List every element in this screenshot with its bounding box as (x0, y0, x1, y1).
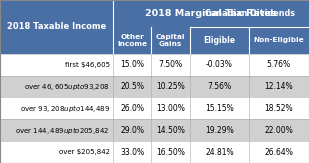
Text: 5.76%: 5.76% (267, 60, 291, 69)
Bar (113, 27, 151, 54)
Text: 24.81%: 24.81% (205, 148, 234, 157)
Text: 26.64%: 26.64% (265, 148, 293, 157)
Text: 12.14%: 12.14% (265, 82, 293, 91)
Text: first $46,605: first $46,605 (65, 62, 110, 68)
Text: Non-Eligible: Non-Eligible (254, 37, 304, 43)
Bar (0, 54, 309, 76)
Text: 26.0%: 26.0% (120, 104, 144, 113)
Text: over $144,489 up to $205,842: over $144,489 up to $205,842 (15, 125, 110, 136)
Text: Other
Income: Other Income (117, 34, 147, 47)
Text: 29.0%: 29.0% (120, 126, 144, 135)
Text: 19.29%: 19.29% (205, 126, 234, 135)
Text: 14.50%: 14.50% (156, 126, 185, 135)
Text: 16.50%: 16.50% (156, 148, 185, 157)
Bar (0, 97, 309, 119)
Text: 2018 Marginal Tax Rates: 2018 Marginal Tax Rates (145, 9, 277, 18)
Bar (0, 0, 113, 54)
Text: over $205,842: over $205,842 (59, 149, 110, 155)
Text: over $46,605 up to $93,208: over $46,605 up to $93,208 (24, 81, 110, 92)
Text: 22.00%: 22.00% (265, 126, 293, 135)
Text: -0.03%: -0.03% (206, 60, 233, 69)
Text: Capital
Gains: Capital Gains (156, 34, 185, 47)
Text: 7.56%: 7.56% (207, 82, 231, 91)
Bar (0, 141, 309, 163)
Text: 15.0%: 15.0% (120, 60, 144, 69)
Bar (0, 76, 309, 97)
Text: 33.0%: 33.0% (120, 148, 144, 157)
Bar (190, 27, 249, 54)
Bar (249, 27, 309, 54)
Bar (0, 119, 309, 141)
Text: 20.5%: 20.5% (120, 82, 144, 91)
Bar (151, 27, 190, 54)
Text: Canadian Dividends: Canadian Dividends (205, 9, 294, 18)
Text: 18.52%: 18.52% (265, 104, 293, 113)
Text: 7.50%: 7.50% (159, 60, 183, 69)
Text: 15.15%: 15.15% (205, 104, 234, 113)
Text: 10.25%: 10.25% (156, 82, 185, 91)
Text: 2018 Taxable Income: 2018 Taxable Income (7, 22, 106, 31)
Text: 13.00%: 13.00% (156, 104, 185, 113)
Text: Eligible: Eligible (203, 36, 235, 45)
Bar (0, 0, 113, 27)
Text: over $93,208 up to $144,489: over $93,208 up to $144,489 (19, 103, 110, 114)
Bar (113, 0, 309, 27)
